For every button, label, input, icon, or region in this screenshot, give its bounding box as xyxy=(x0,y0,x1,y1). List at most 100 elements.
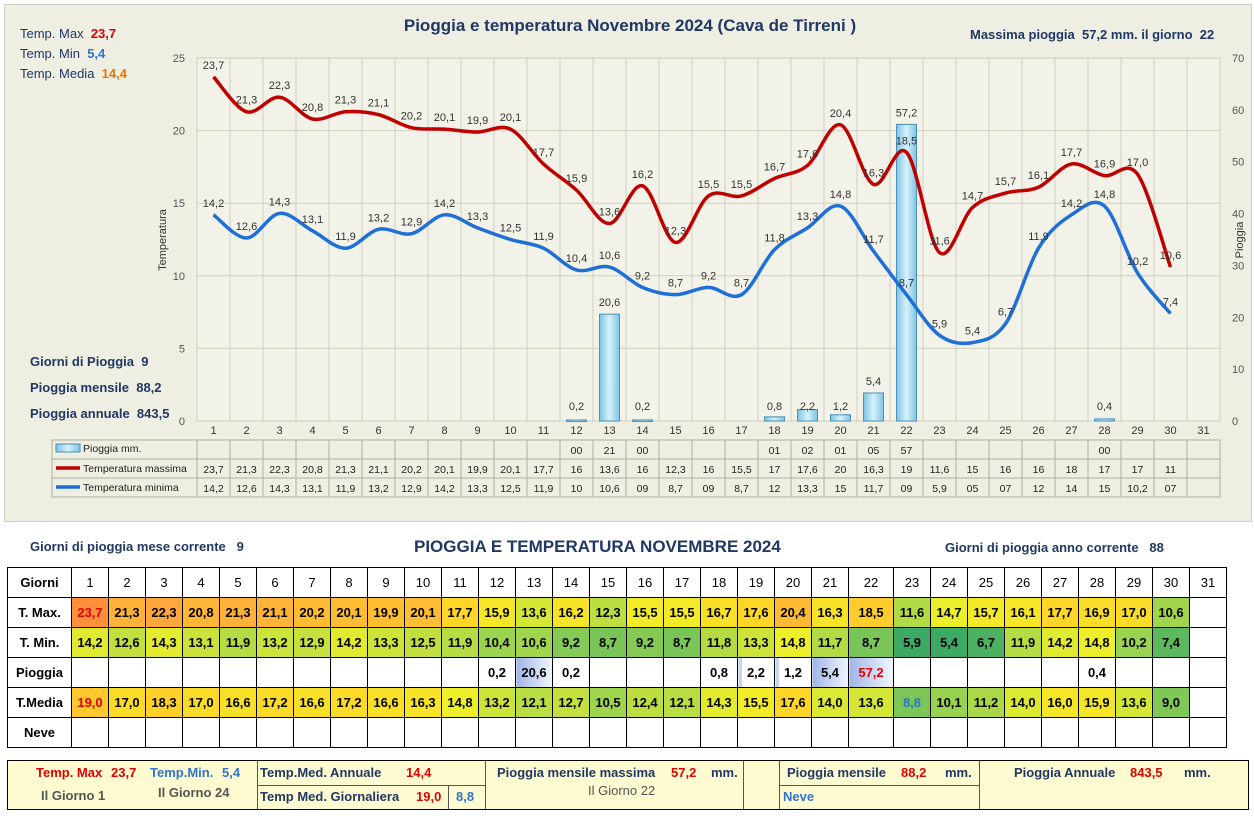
table-cell: 0,2 xyxy=(552,657,590,688)
table-cell: 11,9 xyxy=(219,627,257,658)
summary-rainmax-value: 57,2 xyxy=(671,765,697,780)
day-cell: 20 xyxy=(774,567,812,598)
tmin-value-label: 12,5 xyxy=(500,223,521,235)
table-cell: 21,3 xyxy=(108,597,146,628)
table-cell xyxy=(515,717,553,748)
table-cell: 12,7 xyxy=(552,687,590,718)
x-tick-label: 3 xyxy=(276,425,282,437)
table-cell: 16,2 xyxy=(552,597,590,628)
table-cell xyxy=(1189,717,1227,748)
y2-tick-label: 20 xyxy=(1232,312,1244,324)
legend-table-cell: 10,6 xyxy=(599,483,620,495)
tmedia-value: 14,4 xyxy=(101,66,127,81)
legend-table-cell: 16 xyxy=(703,464,715,476)
legend-table-cell: 16 xyxy=(1033,464,1045,476)
rain-value-label: 2,2 xyxy=(800,401,815,413)
x-tick-label: 7 xyxy=(408,425,414,437)
tmin-value-label: 14,8 xyxy=(830,189,851,201)
legend-table-cell: 12,6 xyxy=(236,483,257,495)
summary-annual-label: Temp.Med. Annuale xyxy=(260,765,382,780)
table-cell: 12,5 xyxy=(404,627,442,658)
legend-table-cell: 16 xyxy=(1000,464,1012,476)
summary-tmax-label: Temp. Max xyxy=(36,765,103,780)
legend-table-cell: 13,3 xyxy=(467,483,488,495)
table-cell: 18,3 xyxy=(145,687,183,718)
summary-neve-label: Neve xyxy=(783,789,815,804)
table-cell xyxy=(256,657,294,688)
legend-rain-key xyxy=(55,443,81,453)
table-cell: 16,7 xyxy=(700,597,738,628)
tmax-value-label: 16,2 xyxy=(632,169,653,181)
legend-table-cell: 00 xyxy=(1099,445,1111,457)
max-rain-day: 22 xyxy=(1199,27,1215,42)
tmin-value-label: 11,9 xyxy=(533,231,554,243)
rain-year-label: Pioggia annuale xyxy=(30,406,130,421)
table-cell: 8,7 xyxy=(663,627,701,658)
tmax-value-label: 21,3 xyxy=(335,95,356,107)
tmax-value-label: 15,9 xyxy=(566,173,587,185)
table-cell: 12,6 xyxy=(108,627,146,658)
tmin-value-label: 8,7 xyxy=(668,278,683,290)
table-cell: 15,5 xyxy=(626,597,664,628)
rain-value-label: 0,2 xyxy=(569,401,584,413)
table-cell: 11,8 xyxy=(700,627,738,658)
table-cell xyxy=(1004,657,1042,688)
tmax-value-label: 20,1 xyxy=(500,112,521,124)
table-cell: 7,4 xyxy=(1152,627,1190,658)
x-tick-label: 31 xyxy=(1197,425,1209,437)
table-cell: 13,6 xyxy=(848,687,894,718)
tmedia-label: Temp. Media xyxy=(20,66,95,81)
day-cell: 30 xyxy=(1152,567,1190,598)
tmax-value-label: 17,7 xyxy=(533,147,554,159)
table-cell xyxy=(404,657,442,688)
table-cell xyxy=(404,717,442,748)
legend-table-cell: 11,7 xyxy=(864,483,884,495)
legend-table-cell: 13,2 xyxy=(368,483,389,495)
table-cell: 13,2 xyxy=(256,627,294,658)
x-tick-label: 23 xyxy=(933,425,945,437)
tmin-value-label: 11,8 xyxy=(764,233,785,245)
y2-tick-label: 50 xyxy=(1232,157,1244,169)
tmin-value-label: 9,2 xyxy=(635,270,650,282)
x-tick-label: 26 xyxy=(1032,425,1044,437)
tmax-value-label: 16,3 xyxy=(863,167,884,179)
table-cell xyxy=(626,657,664,688)
summary-divider xyxy=(257,785,485,786)
table-cell: 16,1 xyxy=(1004,597,1042,628)
x-tick-label: 22 xyxy=(900,425,912,437)
summary-rain-month xyxy=(779,761,980,809)
tmax-value-label: 19,9 xyxy=(467,115,488,127)
x-tick-label: 19 xyxy=(801,425,813,437)
table-cell xyxy=(1189,627,1227,658)
table-cell: 13,3 xyxy=(737,627,775,658)
table-cell: 11,9 xyxy=(1004,627,1042,658)
summary-annual-value: 14,4 xyxy=(406,765,432,780)
table-cell: 15,5 xyxy=(737,687,775,718)
day-cell: 29 xyxy=(1115,567,1153,598)
temperature-stats: Temp. Max 23,7 Temp. Min 5,4 Temp. Media… xyxy=(20,24,127,84)
summary-tmin-label: Temp.Min. xyxy=(150,765,214,780)
tmin-value-label: 11,9 xyxy=(335,231,356,243)
table-cell: 6,7 xyxy=(967,627,1005,658)
table-cell xyxy=(552,717,590,748)
table-cell: 10,4 xyxy=(478,627,516,658)
legend-table-cell: 14,2 xyxy=(203,483,224,495)
rain-month-label: Pioggia mensile xyxy=(30,380,129,395)
legend-table-cell: 8,7 xyxy=(734,483,749,495)
tmin-value-label: 12,9 xyxy=(401,217,422,229)
table-cell: 10,1 xyxy=(930,687,968,718)
legend-table-cell: 18 xyxy=(1066,464,1078,476)
legend-table-cell: 09 xyxy=(901,483,913,495)
legend-table-cell: 21,3 xyxy=(236,464,257,476)
summary-tmax-day: Il Giorno 1 xyxy=(41,788,106,803)
table-cell: 9,0 xyxy=(1152,687,1190,718)
table-title: PIOGGIA E TEMPERATURA NOVEMBRE 2024 xyxy=(414,537,781,556)
y-tick-label: 25 xyxy=(173,53,185,65)
y-tick-label: 0 xyxy=(179,416,185,428)
table-cell xyxy=(71,717,109,748)
table-cell xyxy=(367,717,405,748)
legend-table-cell: 13,3 xyxy=(797,483,818,495)
day-cell: 12 xyxy=(478,567,516,598)
legend-table-cell: 15 xyxy=(967,464,979,476)
x-tick-label: 10 xyxy=(504,425,516,437)
